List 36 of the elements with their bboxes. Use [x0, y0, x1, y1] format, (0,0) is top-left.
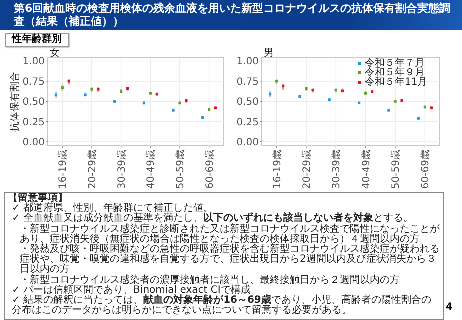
- text: ・新型コロナウイルス感染症と診断された又は新型コロナウイルス検査で陽性になったことがあり、症状消失後（無症状の場合は陽性となった検査の検体採取日から）４週間以内の方: [19, 224, 440, 245]
- y-tick-label: 0.25: [236, 117, 259, 128]
- text: ・新型コロナウイルス感染者の濃厚接触者に該当し、最終接触日から２週間以内の方: [19, 274, 401, 286]
- x-tick-label: 60-69歳: [420, 150, 432, 190]
- y-tick-label: 0.50: [22, 97, 45, 108]
- y-tick-label: 0.75: [236, 76, 259, 88]
- x-tick-label: 16-19歳: [271, 150, 284, 190]
- chart-title: 男: [264, 48, 274, 59]
- y-axis-title: 抗体保有割合: [9, 72, 21, 132]
- x-tick-label: 30-39歳: [330, 150, 343, 190]
- x-tick-label: 40-49歳: [145, 150, 158, 190]
- y-tick-label: 0.00: [22, 137, 45, 148]
- x-tick-label: 20-29歳: [301, 150, 313, 190]
- y-tick-label: 0.75: [22, 76, 45, 88]
- y-tick-label: 0.00: [236, 137, 259, 148]
- text: 性年齢群別: [5, 33, 69, 47]
- legend-label: 令和５年11月: [365, 76, 428, 88]
- x-tick-label: 60-69歳: [204, 150, 216, 190]
- x-tick-label: 16-19歳: [57, 150, 70, 190]
- x-tick-label: 40-49歳: [360, 150, 372, 190]
- legend-label: 令和５年７月: [365, 57, 425, 69]
- x-tick-label: 30-39歳: [116, 150, 128, 190]
- x-tick-label: 20-29歳: [86, 150, 98, 190]
- text: 第6回献血時の検査用検体の残余血液を用いた新型コロナウイルスの抗体保有割合実態調査（結果（補正値））: [14, 2, 452, 28]
- legend-label: 令和５年９月: [365, 66, 425, 78]
- text: ・発熱及び咳・呼吸困難などの急性の呼吸器症状を含む新型コロナウイルス感染症が疑われる症状や、味覚・嗅覚の違和感を自覚する方で、症状出現日から2週間以内及び症状消失から３日以内の方: [19, 244, 440, 276]
- x-tick-label: 50-59歳: [390, 150, 402, 190]
- x-tick-label: 50-59歳: [174, 150, 186, 190]
- text: 4: [446, 302, 453, 313]
- text: ✓ 全血献血又は成分献血の基準を満たし、以下のいずれにも該当しない者を対象とする。: [11, 213, 415, 224]
- chart-title: 女: [50, 47, 60, 59]
- y-tick-label: 0.25: [22, 117, 45, 128]
- y-tick-label: 1.00: [22, 56, 45, 68]
- y-tick-label: 1.00: [236, 56, 259, 68]
- text: ✓ 結果の解釈に当たっては、献血の対象年齢が16～69歳であり、小児、高齢者の陽性割合の分布はこのデータからは明らかにできない点について留意する必要がある。: [11, 295, 432, 316]
- y-tick-label: 0.50: [236, 97, 259, 108]
